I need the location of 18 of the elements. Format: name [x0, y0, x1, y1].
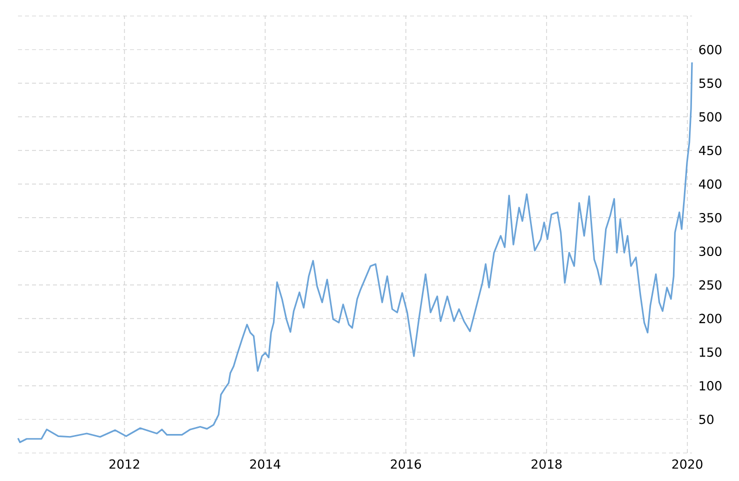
- y-tick-label: 250: [699, 280, 722, 290]
- y-tick-label: 200: [699, 314, 722, 324]
- y-tick-label: 100: [700, 381, 722, 390]
- x-tick-label: 2014: [250, 459, 280, 469]
- y-tick-label: 350: [699, 212, 722, 222]
- y-tick-label: 600: [699, 44, 722, 54]
- y-tick-label: 50: [699, 414, 714, 424]
- line-series: [17, 62, 693, 444]
- y-tick-label: 150: [700, 347, 722, 357]
- x-tick-label: 2018: [532, 459, 562, 469]
- y-tick-label: 300: [699, 246, 722, 256]
- y-tick-label: 400: [698, 179, 722, 189]
- y-tick-label: 500: [699, 112, 722, 122]
- x-tick-label: 2020: [672, 459, 702, 469]
- x-tick-label: 2016: [390, 459, 421, 469]
- y-tick-label: 550: [699, 78, 722, 88]
- x-tick-label: 2012: [109, 459, 140, 469]
- y-tick-label: 450: [698, 146, 722, 156]
